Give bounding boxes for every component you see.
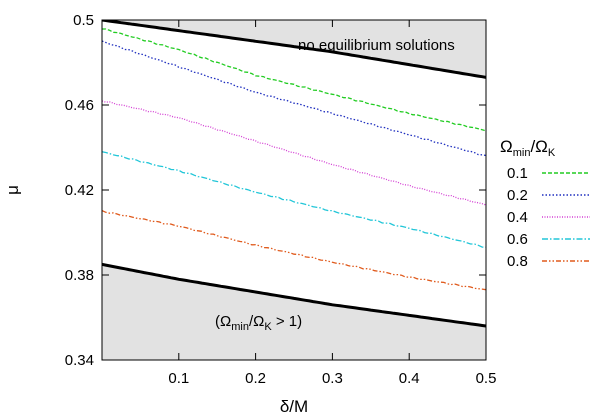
series-line-0.6 <box>102 151 486 248</box>
y-tick-label: 0.38 <box>65 267 94 284</box>
series-line-0.8 <box>102 210 486 291</box>
upper-boundary-curve <box>102 20 486 79</box>
series-line-0.4 <box>102 100 486 206</box>
series-line-0.2 <box>102 40 486 157</box>
series-layer <box>102 28 486 291</box>
x-tick-label: 0.1 <box>168 370 189 387</box>
x-axis: 0.1 0.2 0.3 0.4 0.5 <box>168 20 496 387</box>
y-tick-label: 0.34 <box>65 352 94 369</box>
lower-boundary-curve <box>102 262 486 328</box>
legend-title: Ωmin/ΩK <box>500 137 556 159</box>
y-tick-label: 0.46 <box>65 97 94 114</box>
legend-label-0.6: 0.6 <box>507 231 528 248</box>
y-tick-label: 0.5 <box>73 12 94 29</box>
x-axis-label: δ/M <box>280 397 308 416</box>
x-tick-label: 0.4 <box>399 370 420 387</box>
x-tick-label: 0.2 <box>245 370 266 387</box>
upper-region-annotation: no equilibrium solutions <box>298 37 455 54</box>
x-tick-label: 0.5 <box>476 370 497 387</box>
y-axis-label: μ <box>3 185 22 195</box>
x-tick-label: 0.3 <box>322 370 343 387</box>
plot-area <box>102 20 486 360</box>
legend-label-0.2: 0.2 <box>507 187 528 204</box>
series-line-0.1 <box>102 28 486 132</box>
lower-region-annotation: (Ωmin/ΩK > 1) <box>215 313 302 333</box>
legend: 0.1 0.2 0.4 0.6 0.8 <box>507 165 590 270</box>
y-tick-label: 0.42 <box>65 182 94 199</box>
legend-label-0.1: 0.1 <box>507 165 528 182</box>
no-solution-region <box>102 20 486 78</box>
omega-exceeds-kepler-region <box>102 264 486 360</box>
legend-label-0.8: 0.8 <box>507 253 528 270</box>
legend-label-0.4: 0.4 <box>507 209 528 226</box>
y-axis: 0.34 0.38 0.42 0.46 0.5 <box>65 12 486 369</box>
